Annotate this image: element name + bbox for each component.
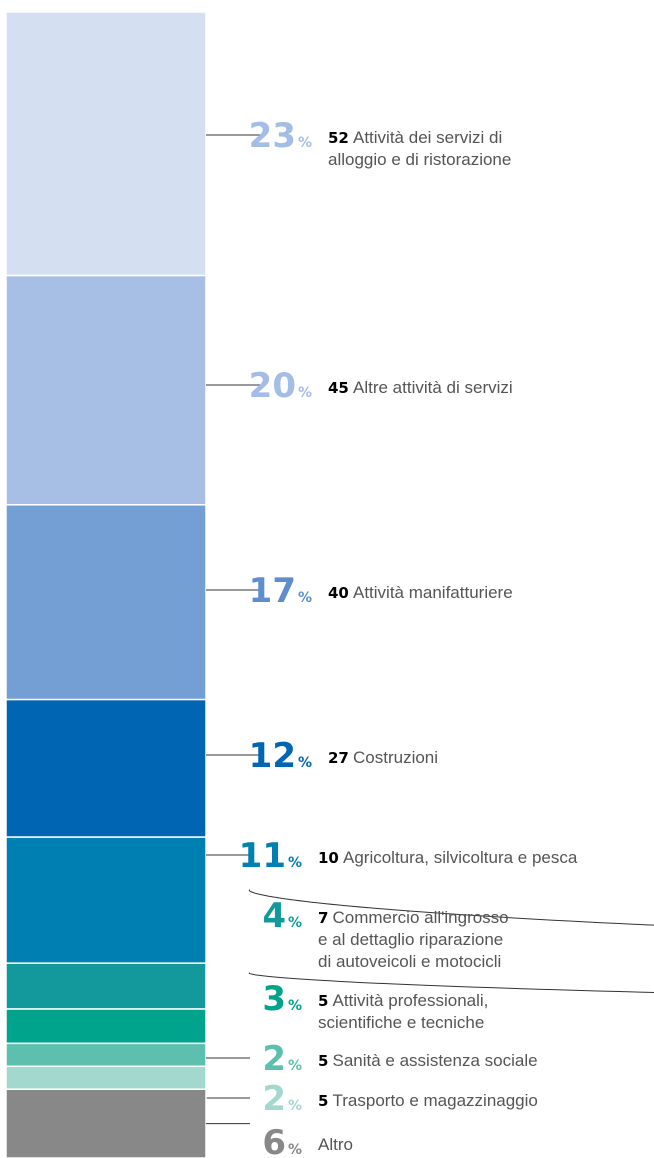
percent-sign: % [288,1058,302,1074]
category-label: Attività dei servizi di [353,128,502,147]
percent-sign: % [298,590,312,606]
company-count: 5 [318,1052,328,1070]
percent-sign: % [298,385,312,401]
percent-value: 23 [249,116,296,156]
percent-sign: % [298,135,312,151]
percent-value: 12 [249,736,296,776]
category-label: di autoveicoli e motocicli [318,952,501,971]
category-label: Costruzioni [353,748,438,767]
percent-sign: % [288,1098,302,1114]
category-label: Altre attività di servizi [353,378,513,397]
bar-segment [5,836,207,964]
category-label: Sanità e assistenza sociale [333,1051,538,1070]
category-label: Trasporto e magazzinaggio [333,1091,538,1110]
percent-value: 11 [239,836,286,876]
company-count: 7 [318,909,328,927]
percent-value: 2 [262,1079,286,1119]
leader-line [248,889,654,926]
percent-value: 20 [249,366,296,406]
percent-sign: % [288,855,302,871]
category-label: e al dettaglio riparazione [318,930,503,949]
company-count: 5 [318,992,328,1010]
category-label: Attività manifatturiere [353,583,513,602]
percent-sign: % [288,1142,302,1158]
percent-sign: % [288,915,302,931]
company-count: 45 [328,379,349,397]
bar-segment [5,1088,207,1158]
company-count: 40 [328,584,349,602]
category-label: Agricoltura, silvicoltura e pesca [343,848,578,867]
bar-segment [5,11,207,277]
percent-value: 3 [262,979,286,1019]
bar-segment [5,274,207,506]
company-count: 52 [328,129,349,147]
leader-line [248,972,654,993]
percent-value: 17 [249,571,296,611]
percent-value: 2 [262,1039,286,1079]
bar-segment [5,1008,207,1045]
company-count: 5 [318,1092,328,1110]
percent-value: 6 [262,1123,286,1158]
category-label: Altro [318,1135,353,1154]
category-label: alloggio e di ristorazione [328,150,511,169]
bar-segment [5,504,207,701]
bar-segment [5,698,207,838]
bar-segment [5,1042,207,1068]
company-count: 27 [328,749,349,767]
category-label: Attività professionali, [333,991,489,1010]
bar-segment [5,1065,207,1090]
bar-segment [5,962,207,1010]
category-label: Commercio all'ingrosso [333,908,509,927]
percent-sign: % [298,755,312,771]
company-count: 10 [318,849,339,867]
percent-value: 4 [262,896,286,936]
percent-sign: % [288,998,302,1014]
category-label: scientifiche e tecniche [318,1013,484,1032]
